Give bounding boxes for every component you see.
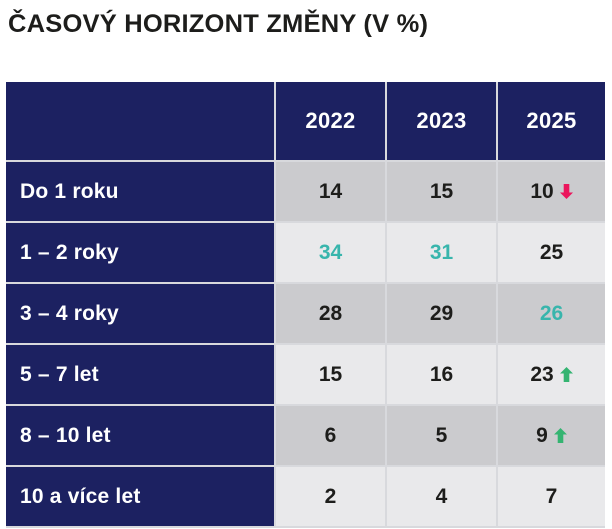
value-text: 4 [435, 484, 448, 508]
value-cell: 14 [276, 162, 385, 221]
value-text: 16 [429, 362, 454, 386]
value-text: 14 [318, 179, 343, 203]
value-text: 25 [539, 240, 564, 264]
value-cell: 15 [276, 345, 385, 404]
value-text: 34 [318, 240, 343, 264]
value-text: 15 [318, 362, 343, 386]
row-label-10-a-vice-let: 10 a více let [6, 467, 274, 526]
value-text: 6 [324, 423, 337, 447]
column-header-2023: 2023 [387, 82, 496, 160]
value-text: 5 [435, 423, 448, 447]
time-horizon-table: 2022 2023 2025 Do 1 roku 14 15 10 1 – 2 … [6, 82, 605, 528]
value-cell-highlighted: 34 [276, 223, 385, 282]
trend-down-icon [559, 184, 573, 199]
value-text: 10 [530, 179, 554, 203]
value-text: 31 [429, 240, 454, 264]
value-text: 9 [536, 423, 548, 447]
row-label-1-2-roky: 1 – 2 roky [6, 223, 274, 282]
value-cell: 4 [387, 467, 496, 526]
row-label-5-7-let: 5 – 7 let [6, 345, 274, 404]
value-cell: 10 [498, 162, 605, 221]
row-label-3-4-roky: 3 – 4 roky [6, 284, 274, 343]
trend-up-icon [553, 428, 567, 443]
value-cell: 25 [498, 223, 605, 282]
header-corner-cell [6, 82, 274, 160]
column-header-2025: 2025 [498, 82, 605, 160]
value-cell: 29 [387, 284, 496, 343]
value-cell: 5 [387, 406, 496, 465]
page-title: ČASOVÝ HORIZONT ZMĚNY (V %) [8, 10, 429, 38]
value-text: 29 [429, 301, 454, 325]
row-label-8-10-let: 8 – 10 let [6, 406, 274, 465]
value-cell: 2 [276, 467, 385, 526]
value-cell: 9 [498, 406, 605, 465]
value-text: 2 [324, 484, 337, 508]
value-text: 28 [318, 301, 343, 325]
trend-up-icon [559, 367, 573, 382]
value-cell-highlighted: 26 [498, 284, 605, 343]
value-cell: 6 [276, 406, 385, 465]
value-cell: 16 [387, 345, 496, 404]
value-text: 15 [429, 179, 454, 203]
value-text: 23 [530, 362, 554, 386]
value-cell: 23 [498, 345, 605, 404]
value-text: 26 [539, 301, 564, 325]
value-cell: 7 [498, 467, 605, 526]
value-cell: 15 [387, 162, 496, 221]
value-cell-highlighted: 31 [387, 223, 496, 282]
value-text: 7 [545, 484, 558, 508]
column-header-2022: 2022 [276, 82, 385, 160]
row-label-do-1-roku: Do 1 roku [6, 162, 274, 221]
value-cell: 28 [276, 284, 385, 343]
